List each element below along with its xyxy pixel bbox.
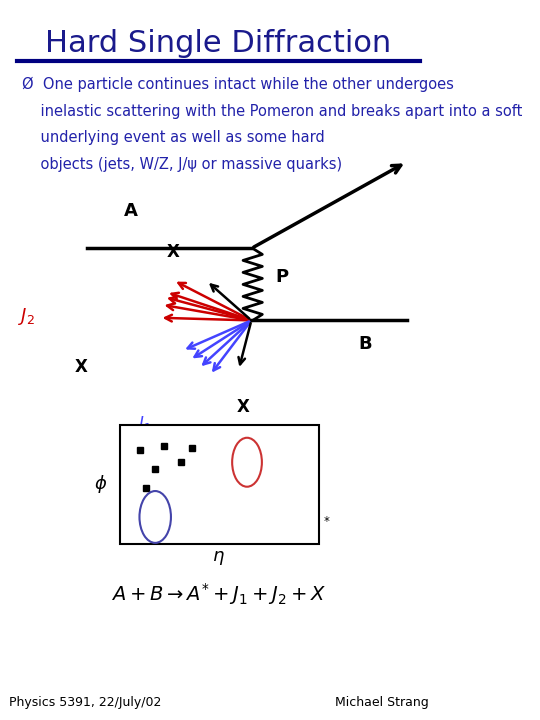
Bar: [120, 425, 319, 544]
Text: $J_1$: $J_1$: [136, 414, 152, 435]
Text: $\phi$: $\phi$: [94, 473, 107, 495]
Text: underlying event as well as some hard: underlying event as well as some hard: [22, 130, 325, 145]
Text: A: A: [124, 202, 138, 220]
Text: Ø  One particle continues intact while the other undergoes: Ø One particle continues intact while th…: [22, 77, 454, 92]
Text: $J_2$: $J_2$: [18, 306, 35, 328]
Circle shape: [139, 491, 171, 543]
Text: Physics 5391, 22/July/02: Physics 5391, 22/July/02: [9, 696, 161, 709]
Circle shape: [232, 438, 262, 487]
Text: X: X: [75, 359, 87, 376]
Text: inelastic scattering with the Pomeron and breaks apart into a soft: inelastic scattering with the Pomeron an…: [22, 104, 522, 119]
Text: Hard Single Diffraction: Hard Single Diffraction: [45, 29, 392, 58]
Text: $A + B \rightarrow A^{*} + J_1 + J_2 + X$: $A + B \rightarrow A^{*} + J_1 + J_2 + X…: [111, 581, 326, 607]
Text: X: X: [236, 398, 249, 416]
Text: objects (jets, W/Z, J/ψ or massive quarks): objects (jets, W/Z, J/ψ or massive quark…: [22, 157, 342, 172]
Text: Michael Strang: Michael Strang: [335, 696, 428, 709]
Text: $\eta$: $\eta$: [212, 549, 225, 567]
Text: P: P: [275, 268, 288, 286]
Text: B: B: [359, 335, 372, 353]
Text: $A^*$: $A^*$: [308, 517, 331, 537]
Text: X: X: [166, 243, 179, 261]
